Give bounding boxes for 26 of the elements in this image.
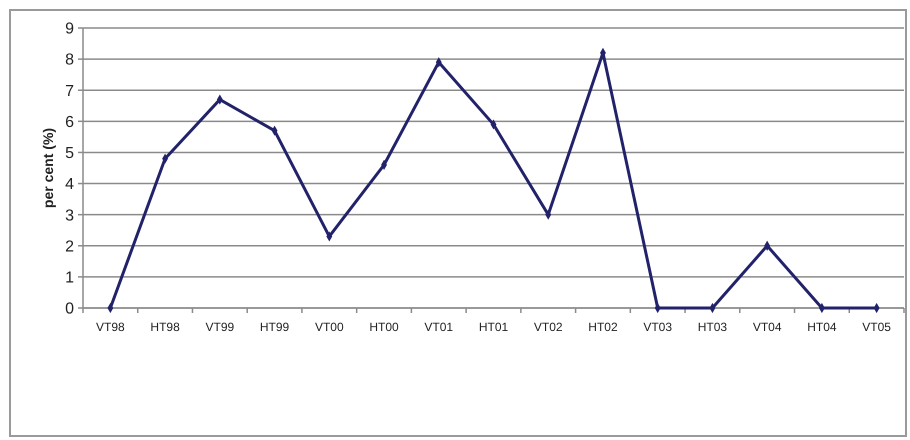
y-tick-label: 8	[65, 52, 74, 69]
x-tick-label: HT01	[478, 320, 508, 334]
y-tick-label: 1	[65, 269, 74, 286]
x-tick-label: HT03	[698, 320, 728, 334]
x-tick-label: HT98	[150, 320, 180, 334]
y-tick-label: 6	[65, 114, 74, 131]
x-tick-label: VT05	[862, 320, 892, 334]
y-axis-title: per cent (%)	[40, 128, 56, 208]
x-tick-label: VT00	[314, 320, 344, 334]
y-tick-label: 2	[65, 238, 74, 256]
x-tick-label: HT99	[260, 320, 290, 334]
y-tick-label: 9	[65, 20, 74, 38]
y-tick-label: 4	[65, 176, 74, 194]
y-tick-label: 7	[65, 82, 74, 100]
y-tick-label: 5	[65, 145, 74, 162]
x-tick-label: HT00	[369, 320, 400, 334]
x-tick-label: VT99	[205, 320, 234, 334]
x-tick-label: VT03	[643, 320, 672, 334]
x-tick-label: VT02	[534, 320, 563, 334]
x-tick-label: HT04	[807, 320, 837, 334]
x-tick-label: VT01	[424, 320, 454, 334]
y-tick-label: 0	[65, 300, 74, 318]
x-tick-label: HT02	[588, 320, 618, 334]
x-tick-label: VT98	[96, 320, 126, 334]
y-tick-label: 3	[65, 207, 74, 224]
x-tick-label: VT04	[752, 320, 782, 334]
